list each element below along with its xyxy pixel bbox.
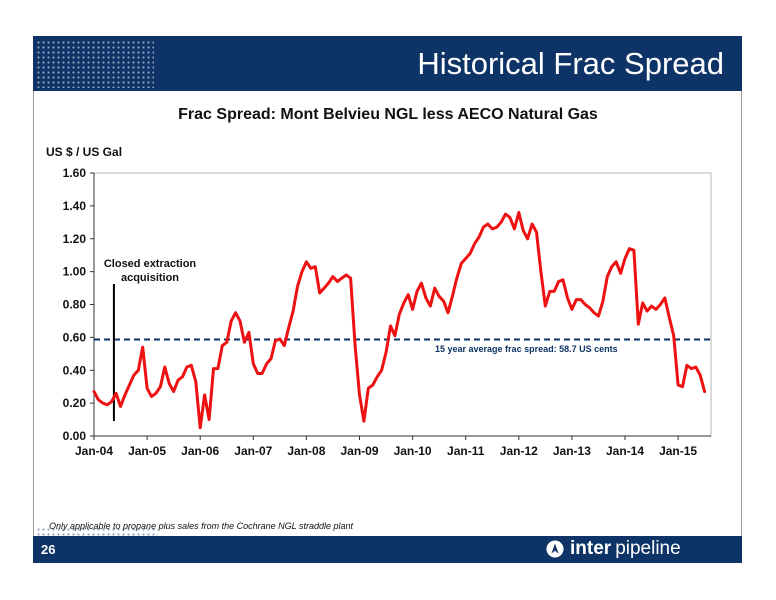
y-tick-label: 1.60: [63, 166, 87, 180]
y-tick-label: 1.00: [63, 265, 87, 279]
x-tick-label: Jan-11: [447, 444, 485, 458]
footer-bar: [33, 536, 742, 563]
annotation-line-1: Closed extraction: [103, 258, 197, 270]
y-tick-label: 1.20: [63, 232, 87, 246]
frac-spread-series-line: [92, 211, 707, 430]
page-number: 26: [41, 542, 56, 557]
x-tick-label: Jan-08: [287, 444, 325, 458]
chart-title: Frac Spread: Mont Belvieu NGL less AECO …: [178, 106, 598, 123]
logo-flame-icon: [546, 540, 564, 558]
y-tick-label: 0.40: [63, 363, 87, 377]
x-tick-label: Jan-06: [181, 444, 219, 458]
average-line-label: 15 year average frac spread: 58.7 US cen…: [435, 344, 618, 354]
y-tick-label: 0.00: [63, 429, 87, 443]
x-tick-label: Jan-12: [500, 444, 538, 458]
x-tick-label: Jan-09: [340, 444, 378, 458]
annotation-line-2: acquisition: [120, 272, 180, 284]
inter-pipeline-logo: inter pipeline: [546, 538, 681, 560]
logo-word-pipeline: pipeline: [615, 538, 681, 559]
x-tick-label: Jan-10: [394, 444, 432, 458]
logo-word-inter: inter: [570, 538, 612, 559]
x-tick-label: Jan-05: [128, 444, 166, 458]
y-tick-label: 0.60: [63, 330, 87, 344]
x-tick-label: Jan-15: [659, 444, 697, 458]
x-tick-label: Jan-07: [234, 444, 272, 458]
closed-extraction-annotation: Closed extraction acquisition: [96, 257, 204, 285]
y-axis-unit-label: US $ / US Gal: [46, 145, 123, 159]
header-dot-pattern: [36, 40, 154, 88]
y-tick-label: 1.40: [63, 199, 87, 213]
x-tick-label: Jan-04: [75, 444, 113, 458]
x-tick-label: Jan-14: [606, 444, 644, 458]
slide-title: Historical Frac Spread: [417, 46, 724, 81]
footnote: Only applicable to propane plus sales fr…: [49, 521, 354, 531]
y-tick-label: 0.20: [63, 396, 87, 410]
y-tick-label: 0.80: [63, 298, 87, 312]
x-tick-label: Jan-13: [553, 444, 591, 458]
